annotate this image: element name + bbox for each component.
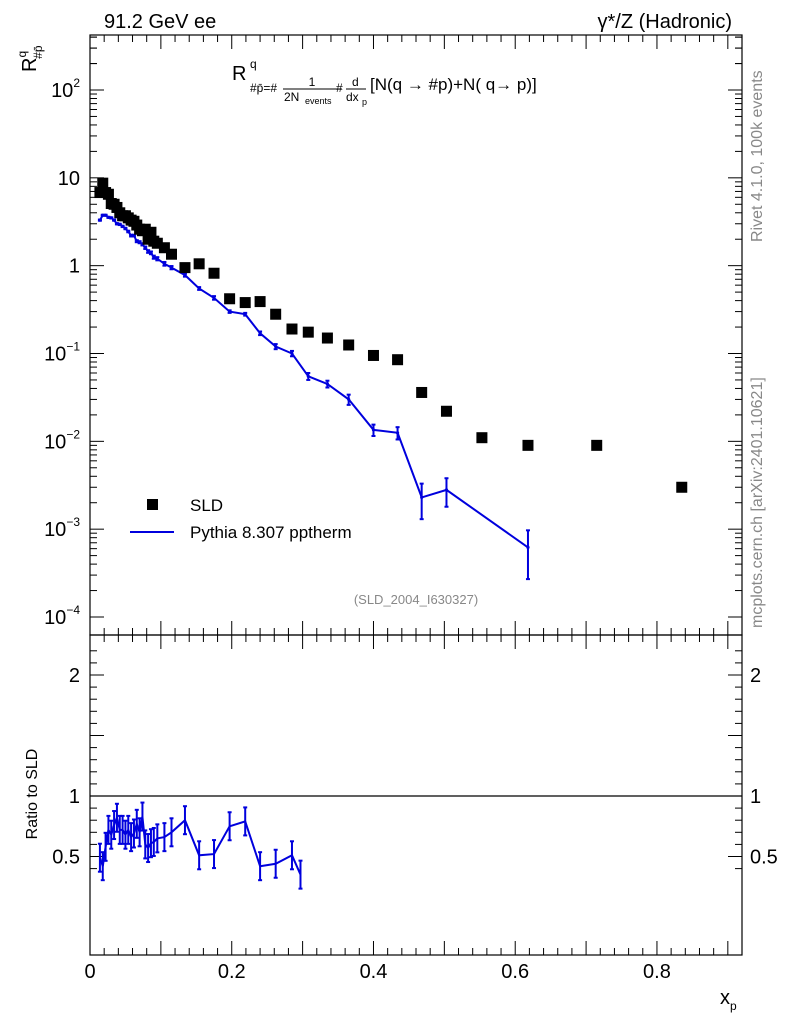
sld-point <box>239 297 251 309</box>
y-tick-label: 10−1 <box>44 340 80 366</box>
sld-point <box>522 439 534 451</box>
y-tick-label: 10 <box>58 168 80 190</box>
x-axis-label: xp <box>720 987 737 1013</box>
sld-point <box>102 188 114 200</box>
svg-text:Rq#p̄: Rq #p̄ <box>15 45 45 72</box>
y-tick-label: 10−4 <box>44 603 80 629</box>
main-y-axis: 10−4 10−3 10−2 10−1 1 10 102 <box>44 36 742 629</box>
analysis-watermark: (SLD_2004_I630327) <box>354 592 478 607</box>
rivet-label: Rivet 4.1.0, 100k events <box>749 70 766 242</box>
sld-series <box>94 177 688 493</box>
legend: SLD Pythia 8.307 pptherm <box>130 496 352 542</box>
ratio-y-tick-label-left: 1 <box>69 786 80 808</box>
formula-dx: dx <box>346 90 359 104</box>
process-label: γ*/Z (Hadronic) <box>598 11 732 33</box>
pythia-series <box>99 214 529 549</box>
y-tick-label: 102 <box>51 76 80 102</box>
ratio-y-tick-label-right: 0.5 <box>750 847 778 869</box>
energy-label: 91.2 GeV ee <box>104 11 216 33</box>
formula-lhs: R <box>232 63 246 85</box>
sld-point <box>97 177 109 189</box>
sld-point <box>416 386 428 398</box>
sld-point <box>440 405 452 417</box>
sld-point <box>94 187 106 199</box>
sld-point <box>224 293 236 305</box>
sld-point <box>179 262 191 274</box>
formula-den-sub: events <box>305 96 332 106</box>
sld-point <box>158 242 170 254</box>
main-y-axis-label: Rq #p̄ <box>15 45 45 72</box>
ylabel-main: R <box>19 58 41 72</box>
formula-lhs-sup: q <box>250 57 257 71</box>
xlabel-main: x <box>720 987 730 1009</box>
ratio-plot-frame <box>89 634 743 956</box>
xlabel-sub: p <box>730 999 737 1013</box>
formula-denominator: 2N <box>284 90 299 104</box>
formula-dx-sub: p <box>362 97 367 107</box>
x-tick-label: 0.4 <box>360 961 388 983</box>
pythia-line <box>99 214 529 549</box>
x-tick-label: 0.8 <box>643 961 671 983</box>
sld-point <box>302 326 314 338</box>
legend-sld-label: SLD <box>190 496 223 515</box>
sld-point <box>142 233 154 245</box>
x-tick-label: 0.2 <box>218 961 246 983</box>
ratio-series <box>97 801 303 890</box>
sld-point <box>367 349 379 361</box>
ratio-y-tick-label-left: 0.5 <box>52 847 80 869</box>
sld-point <box>286 323 298 335</box>
y-tick-label: 10−2 <box>44 427 80 453</box>
sld-point <box>321 332 333 344</box>
formula-tail: [N(q → #p)+N( q→ p)] <box>370 75 537 94</box>
ratio-y-axis-label: Ratio to SLD <box>24 749 41 840</box>
ylabel-sub: #p̄ <box>31 45 45 59</box>
y-tick-label: 10−3 <box>44 515 80 541</box>
ratio-x-axis: 0 0.2 0.4 0.6 0.8 <box>84 635 743 983</box>
sld-point <box>476 432 488 444</box>
formula-lhs-sub: #p̄=# <box>250 81 277 95</box>
formula-d: d <box>352 75 359 89</box>
sld-point <box>139 223 151 235</box>
legend-sld-marker <box>147 499 158 510</box>
sld-point <box>343 339 355 351</box>
main-plot-frame <box>89 34 743 636</box>
sld-point <box>151 237 163 249</box>
legend-pythia-label: Pythia 8.307 pptherm <box>190 523 352 542</box>
main-x-ticks <box>89 35 743 635</box>
formula-hash: # <box>336 81 343 95</box>
ratio-y-tick-label-right: 2 <box>750 665 761 687</box>
source-label: mcplots.cern.ch [arXiv:2401.10621] <box>749 377 766 628</box>
ratio-y-axis: 0.5 0.5 1 1 2 2 <box>52 650 778 870</box>
sld-point <box>392 354 404 366</box>
sld-point <box>193 258 205 270</box>
ratio-y-tick-label-left: 2 <box>69 665 80 687</box>
ratio-clip-group <box>97 801 303 890</box>
ratio-y-tick-label-right: 1 <box>750 786 761 808</box>
sld-point <box>270 308 282 320</box>
formula-numerator: 1 <box>309 75 316 89</box>
formula-title: R q #p̄=# 1 2N events # d dx p [N(q → #p… <box>232 57 537 107</box>
ylabel-sup: q <box>15 51 29 58</box>
sld-point <box>676 481 688 493</box>
x-tick-label: 0 <box>84 961 95 983</box>
ratio-line <box>98 814 302 876</box>
x-tick-label: 0.6 <box>501 961 529 983</box>
sld-point <box>254 296 266 308</box>
y-tick-label: 1 <box>69 256 80 278</box>
sld-point <box>591 439 603 451</box>
sld-point <box>208 267 220 279</box>
sld-point <box>166 248 177 260</box>
sld-point <box>145 226 157 238</box>
